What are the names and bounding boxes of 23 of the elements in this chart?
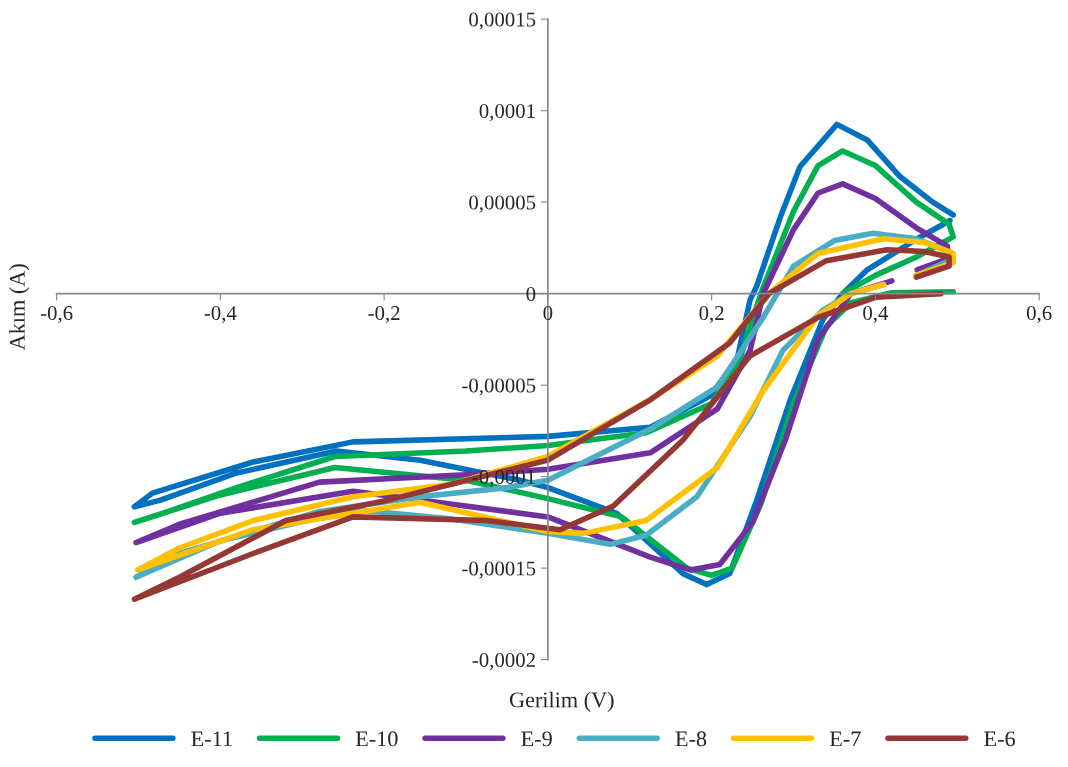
x-tick-label: 0,6 xyxy=(1026,306,1052,324)
legend-label: E-8 xyxy=(675,731,707,747)
legend-label: E-6 xyxy=(984,731,1015,747)
x-tick-label: 0,4 xyxy=(863,306,889,324)
y-tick-label: -0,0002 xyxy=(472,652,535,671)
y-tick-label: -0,00015 xyxy=(462,561,536,579)
x-tick-label: 0,2 xyxy=(699,306,724,324)
y-tick-label: 0,0001 xyxy=(479,104,535,122)
y-tick-label: 0,00015 xyxy=(469,12,536,30)
x-tick-label: -0,2 xyxy=(368,306,400,324)
y-tick-label: 0 xyxy=(526,287,536,302)
legend-label: E-9 xyxy=(521,731,552,747)
legend-label: E-7 xyxy=(829,731,861,747)
legend-label: E-11 xyxy=(191,731,232,747)
y-tick-label: 0,00005 xyxy=(469,195,536,213)
legend-label: E-10 xyxy=(355,731,398,747)
y-axis-title: Akım (A) xyxy=(9,264,30,351)
x-tick-label: 0 xyxy=(543,306,553,321)
x-axis-title: Gerilim (V) xyxy=(509,691,614,712)
y-tick-label: -0,0001 xyxy=(472,470,535,488)
y-tick-label: -0,00005 xyxy=(462,378,536,396)
x-tick-label: -0,4 xyxy=(204,306,237,324)
x-tick-label: -0,6 xyxy=(40,306,73,324)
